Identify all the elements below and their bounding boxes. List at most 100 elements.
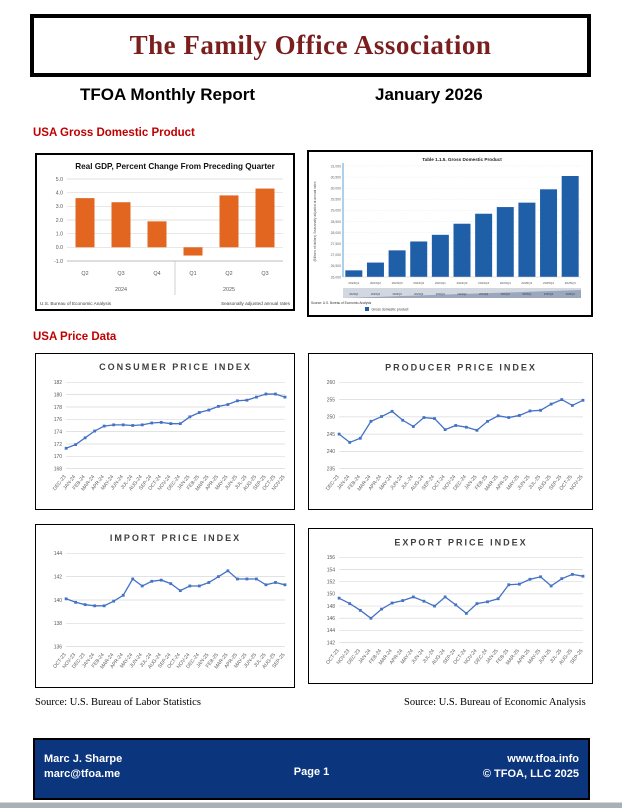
svg-text:170: 170 (54, 454, 63, 460)
chart-title: EXPORT PRICE INDEX (394, 537, 527, 547)
svg-text:2024: 2024 (115, 287, 127, 293)
svg-text:2025Q3: 2025Q3 (565, 281, 576, 285)
svg-text:2024Q3: 2024Q3 (479, 292, 489, 296)
svg-text:28,500: 28,500 (331, 220, 341, 224)
svg-text:148: 148 (327, 604, 336, 610)
svg-text:156: 156 (327, 555, 336, 561)
svg-text:1.0: 1.0 (56, 232, 63, 238)
svg-text:146: 146 (327, 616, 336, 622)
svg-text:235: 235 (327, 466, 336, 472)
chart-title: PRODUCER PRICE INDEX (385, 362, 537, 372)
svg-text:2023Q1: 2023Q1 (349, 292, 359, 296)
import-price-index-chart: IMPORT PRICE INDEX 136 138 140 142 144 OCT-23 N… (35, 524, 295, 688)
page-number: Page 1 (293, 766, 330, 778)
svg-text:Q3: Q3 (261, 271, 268, 277)
svg-text:Source: U.S. Bureau of Economi: Source: U.S. Bureau of Economic Analysis (311, 301, 372, 305)
copyright: © TFOA, LLC 2025 (482, 767, 579, 780)
import-svg: IMPORT PRICE INDEX136138140142144OCT-23N… (52, 533, 286, 670)
svg-text:2023Q3: 2023Q3 (392, 292, 402, 296)
svg-text:245: 245 (327, 432, 336, 438)
svg-text:2025Q2: 2025Q2 (543, 281, 554, 285)
svg-text:5.0: 5.0 (56, 177, 63, 183)
report-date: January 2026 (375, 85, 483, 104)
svg-text:29,500: 29,500 (331, 198, 341, 202)
svg-text:U.S. Bureau of Economic Analys: U.S. Bureau of Economic Analysis (40, 301, 112, 306)
org-title: The Family Office Association (129, 30, 492, 60)
svg-text:152: 152 (327, 580, 336, 586)
svg-text:2024Q2: 2024Q2 (457, 292, 467, 296)
svg-text:180: 180 (54, 392, 63, 398)
svg-text:0.0: 0.0 (56, 245, 63, 251)
svg-text:168: 168 (54, 466, 63, 472)
page-bottom-edge (0, 802, 622, 808)
gdp-level-chart: Table 1.1.5. Gross Domestic Product 26,00… (307, 150, 593, 317)
gdp-section-heading: USA Gross Domestic Product (33, 127, 195, 139)
export-price-index-chart: EXPORT PRICE INDEX 142 144 146 148 150 152 154 1… (308, 528, 593, 684)
svg-text:250: 250 (327, 415, 336, 421)
svg-text:142: 142 (327, 640, 336, 646)
svg-text:154: 154 (327, 567, 336, 573)
svg-text:30,000: 30,000 (331, 187, 341, 191)
svg-text:2023Q4: 2023Q4 (413, 281, 424, 285)
real-gdp-svg: Real GDP, Percent Change From Preceding … (40, 162, 291, 306)
export-svg: EXPORT PRICE INDEX 142 144 146 148 150 152 154 1… (325, 537, 585, 666)
svg-text:2025Q3: 2025Q3 (566, 292, 576, 296)
author-email[interactable]: marc@tfoa.me (44, 767, 121, 780)
author-name: Marc J. Sharpe (44, 753, 123, 765)
svg-text:2024Q4: 2024Q4 (500, 281, 511, 285)
svg-text:138: 138 (54, 621, 63, 627)
svg-text:176: 176 (54, 417, 63, 423)
svg-text:178: 178 (54, 405, 63, 411)
consumer-price-index-chart: CONSUMER PRICE INDEX 168 170 172 174 176 178 18… (35, 353, 295, 510)
svg-text:140: 140 (54, 598, 63, 604)
svg-text:26,500: 26,500 (331, 264, 341, 268)
producer-price-index-chart: PRODUCER PRICE INDEX 235 240 245 250 255 260 DE… (308, 353, 593, 510)
svg-text:2023Q1: 2023Q1 (348, 281, 359, 285)
svg-text:2024Q1: 2024Q1 (436, 292, 446, 296)
source-economic-analysis: Source: U.S. Bureau of Economic Analysis (404, 697, 586, 708)
svg-text:2023Q3: 2023Q3 (392, 281, 403, 285)
footer-bar: Marc J. Sharpe marc@tfoa.me Page 1 www.t… (33, 738, 590, 800)
svg-text:2024Q2: 2024Q2 (456, 281, 467, 285)
real-gdp-chart: Real GDP, Percent Change From Preceding … (35, 153, 295, 311)
svg-text:29,000: 29,000 (331, 209, 341, 213)
svg-text:Seasonally adjusted annual rat: Seasonally adjusted annual rates (221, 301, 291, 306)
footer-site-block: www.tfoa.info © TFOA, LLC 2025 (483, 752, 579, 782)
svg-text:Q3: Q3 (117, 271, 124, 277)
svg-text:2025Q1: 2025Q1 (522, 292, 532, 296)
svg-text:2024Q4: 2024Q4 (501, 292, 511, 296)
cpi-svg: CONSUMER PRICE INDEX 168 170 172 174 176 178 18… (52, 362, 287, 492)
chart-title: Table 1.1.5. Gross Domestic Product (422, 157, 502, 162)
gdp-level-svg: Table 1.1.5. Gross Domestic Product 26,00… (311, 157, 581, 312)
svg-text:2023Q4: 2023Q4 (414, 292, 424, 296)
svg-text:Q2: Q2 (225, 271, 232, 277)
svg-text:-1.0: -1.0 (54, 259, 63, 265)
svg-text:Q4: Q4 (153, 271, 160, 277)
svg-text:2023Q2: 2023Q2 (370, 281, 381, 285)
svg-text:182: 182 (54, 380, 63, 386)
svg-text:240: 240 (327, 449, 336, 455)
website-link[interactable]: www.tfoa.info (507, 753, 579, 765)
svg-text:2023Q2: 2023Q2 (371, 292, 381, 296)
legend-label: Gross domestic product (372, 308, 409, 312)
chart-title: IMPORT PRICE INDEX (110, 533, 241, 543)
svg-text:27,500: 27,500 (331, 242, 341, 246)
legend-swatch (365, 307, 369, 311)
svg-text:2025Q1: 2025Q1 (521, 281, 532, 285)
svg-text:2024Q3: 2024Q3 (478, 281, 489, 285)
svg-text:2025: 2025 (223, 287, 235, 293)
svg-text:255: 255 (327, 397, 336, 403)
svg-text:144: 144 (327, 628, 336, 634)
chart-title: Real GDP, Percent Change From Preceding … (75, 162, 275, 171)
svg-text:174: 174 (54, 429, 63, 435)
svg-text:150: 150 (327, 592, 336, 598)
svg-text:260: 260 (327, 380, 336, 386)
svg-text:142: 142 (54, 574, 63, 580)
svg-text:2024Q1: 2024Q1 (435, 281, 446, 285)
svg-text:26,000: 26,000 (331, 275, 341, 279)
chart-title: CONSUMER PRICE INDEX (99, 362, 252, 372)
price-section-heading: USA Price Data (33, 331, 117, 343)
svg-text:2025Q2: 2025Q2 (544, 292, 554, 296)
svg-text:31,000: 31,000 (331, 164, 341, 168)
svg-text:27,000: 27,000 (331, 253, 341, 257)
